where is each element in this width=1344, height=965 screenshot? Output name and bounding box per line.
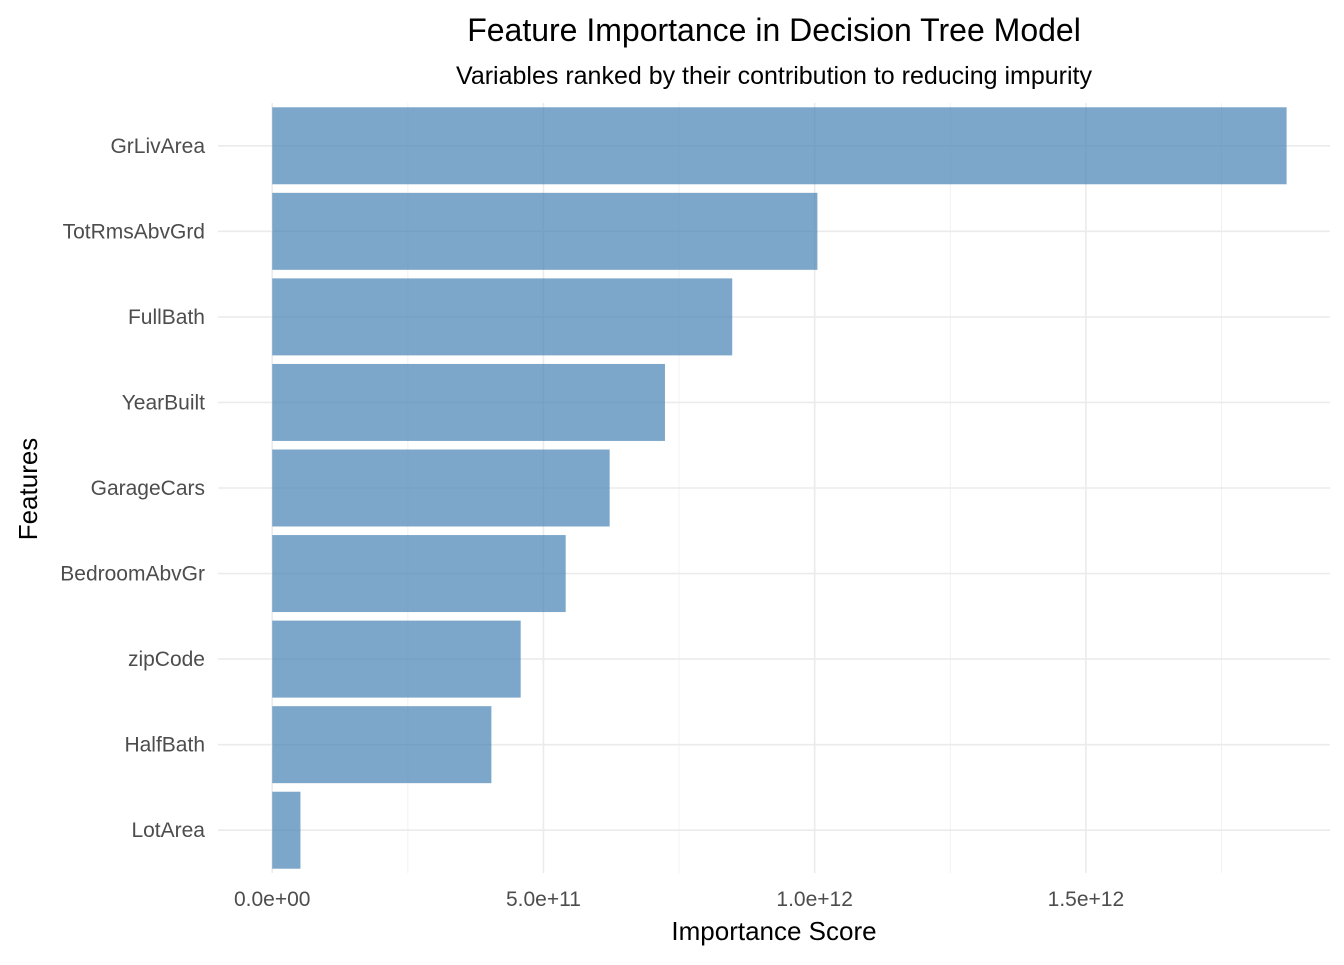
- x-axis-title: Importance Score: [671, 916, 876, 946]
- bar-BedroomAbvGr: [272, 535, 566, 613]
- y-tick-label: BedroomAbvGr: [60, 563, 205, 586]
- x-tick-label: 0.0e+00: [234, 888, 311, 911]
- y-tick-label: FullBath: [128, 306, 205, 329]
- y-tick-labels: GrLivArea TotRmsAbvGrd FullBath YearBuilt Ga…: [60, 135, 205, 842]
- y-tick-label: GrLivArea: [110, 135, 205, 158]
- bar-YearBuilt: [272, 363, 665, 441]
- bar-TotRmsAbvGrd: [272, 192, 818, 270]
- bar-zipCode: [272, 620, 521, 698]
- x-tick-labels: 0.0e+00 5.0e+11 1.0e+12 1.5e+12: [234, 888, 1124, 911]
- chart-subtitle: Variables ranked by their contribution t…: [456, 62, 1092, 90]
- y-tick-label: GarageCars: [91, 477, 205, 500]
- bar-layer: [272, 107, 1287, 869]
- bar-GarageCars: [272, 449, 610, 527]
- y-tick-label: TotRmsAbvGrd: [63, 220, 205, 243]
- chart-title: Feature Importance in Decision Tree Mode…: [467, 12, 1081, 48]
- bar-FullBath: [272, 278, 733, 356]
- x-tick-label: 1.0e+12: [776, 888, 853, 911]
- bar-LotArea: [272, 791, 301, 869]
- y-tick-label: LotArea: [131, 819, 205, 842]
- y-axis-title: Features: [13, 438, 43, 541]
- x-tick-label: 5.0e+11: [506, 888, 581, 911]
- x-tick-label: 1.5e+12: [1048, 888, 1125, 911]
- bar-HalfBath: [272, 706, 492, 784]
- y-tick-label: YearBuilt: [122, 391, 205, 414]
- y-tick-label: HalfBath: [124, 734, 205, 757]
- y-tick-label: zipCode: [128, 648, 205, 671]
- bar-GrLivArea: [272, 107, 1287, 185]
